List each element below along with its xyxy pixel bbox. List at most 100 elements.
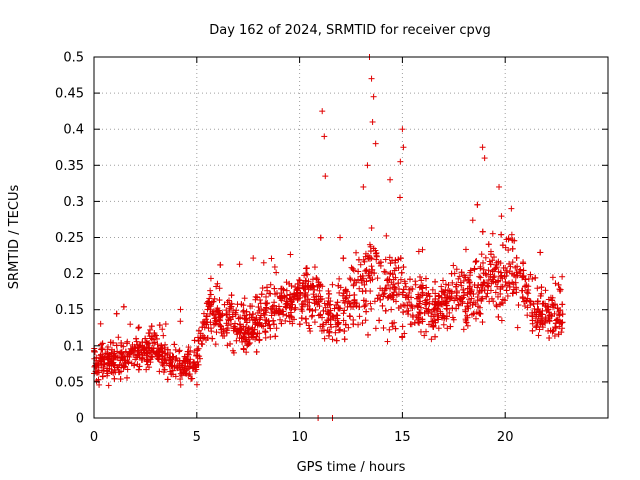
data-point [275, 303, 282, 310]
data-point [253, 293, 260, 300]
data-point [327, 307, 334, 314]
data-point [477, 274, 484, 281]
data-point [337, 234, 344, 241]
data-point [513, 284, 520, 291]
data-point [455, 302, 462, 309]
data-point [414, 295, 421, 302]
data-point [350, 267, 357, 274]
data-point [475, 282, 482, 289]
data-point [328, 324, 335, 331]
data-point [435, 316, 442, 323]
data-point [125, 359, 132, 366]
data-point [429, 286, 436, 293]
data-point [377, 285, 384, 292]
data-point [446, 309, 453, 316]
data-point [228, 292, 235, 299]
data-point [340, 317, 347, 324]
x-tick-label: 15 [394, 430, 411, 445]
data-point [452, 283, 459, 290]
data-point [397, 158, 404, 165]
data-point [267, 281, 274, 288]
data-point [436, 293, 443, 300]
data-point [479, 144, 486, 151]
data-point [431, 301, 438, 308]
data-point [318, 295, 325, 302]
data-point [352, 300, 359, 307]
data-point [471, 265, 478, 272]
data-point [280, 286, 287, 293]
data-point [551, 310, 558, 317]
data-point [514, 272, 521, 279]
data-point [223, 329, 230, 336]
data-point [277, 316, 284, 323]
data-point [277, 294, 284, 301]
data-point [549, 328, 556, 335]
data-point [355, 268, 362, 275]
data-point [472, 315, 479, 322]
data-point [432, 290, 439, 297]
data-point [225, 297, 232, 304]
data-point [462, 308, 469, 315]
data-point [505, 247, 512, 254]
data-point [400, 286, 407, 293]
data-point [151, 339, 158, 346]
data-point [194, 346, 201, 353]
data-point [193, 352, 200, 359]
data-point [359, 320, 366, 327]
data-point [556, 312, 563, 319]
data-point [469, 217, 476, 224]
data-point [306, 325, 313, 332]
data-point [501, 273, 508, 280]
data-point [303, 315, 310, 322]
data-point [556, 286, 563, 293]
data-point [423, 284, 430, 291]
data-point [191, 349, 198, 356]
data-point [538, 317, 545, 324]
data-point [399, 333, 406, 340]
data-point [127, 321, 134, 328]
data-point [491, 273, 498, 280]
y-tick-label: 0 [76, 412, 84, 427]
data-point [398, 269, 405, 276]
data-point [415, 291, 422, 298]
data-point [262, 307, 269, 314]
data-point [477, 265, 484, 272]
data-point [341, 336, 348, 343]
data-point [395, 264, 402, 271]
data-point [321, 133, 328, 140]
data-point [161, 366, 168, 373]
data-point [542, 314, 549, 321]
data-point [470, 310, 477, 317]
data-point [502, 279, 509, 286]
data-point [283, 287, 290, 294]
data-point [546, 335, 553, 342]
data-point [133, 338, 140, 345]
data-point [267, 333, 274, 340]
data-point [476, 288, 483, 295]
data-point [110, 361, 117, 368]
data-point [490, 254, 497, 261]
data-point [361, 303, 368, 310]
data-point [397, 276, 404, 283]
data-point [467, 267, 474, 274]
data-point [392, 257, 399, 264]
data-point [278, 285, 285, 292]
data-point [224, 311, 231, 318]
data-point [392, 285, 399, 292]
data-point [327, 321, 334, 328]
data-point [518, 287, 525, 294]
y-tick-label: 0.05 [55, 375, 84, 390]
data-point [362, 317, 369, 324]
data-point [501, 297, 508, 304]
data-point [464, 314, 471, 321]
data-point [489, 230, 496, 237]
data-point [415, 315, 422, 322]
data-point [319, 108, 326, 115]
data-point [486, 258, 493, 265]
x-tick-label: 10 [291, 430, 308, 445]
data-point [171, 363, 178, 370]
data-point [406, 286, 413, 293]
data-point [515, 302, 522, 309]
data-point [146, 364, 153, 371]
data-point [123, 374, 130, 381]
